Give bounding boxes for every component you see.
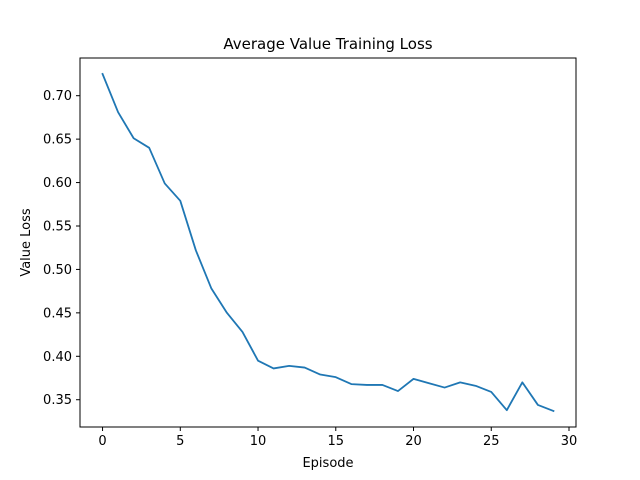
x-tick-label: 20 [405, 434, 422, 449]
y-tick-label: 0.65 [43, 133, 72, 148]
y-tick-label: 0.55 [43, 219, 72, 234]
y-axis-label: Value Loss [19, 208, 34, 277]
y-tick-label: 0.35 [43, 393, 72, 408]
y-tick-label: 0.50 [43, 263, 72, 278]
series-line-0 [101, 72, 555, 413]
x-tick-label: 25 [483, 434, 500, 449]
series-layer [101, 72, 555, 413]
x-tick-label: 0 [98, 434, 106, 449]
x-axis-label: Episode [302, 456, 353, 471]
y-tick-label: 0.70 [43, 89, 72, 104]
plot-frame [79, 57, 577, 428]
y-tick-label: 0.45 [43, 306, 72, 321]
chart-title: Average Value Training Loss [223, 35, 432, 53]
x-tick-label: 5 [176, 434, 184, 449]
x-tick-label: 30 [561, 434, 578, 449]
y-tick-label: 0.40 [43, 350, 72, 365]
ticks-layer: 0 5 10 15 20 25 30 0.35 0.40 0.45 0.50 0.55 0.60 0.65… [43, 89, 577, 449]
x-tick-label: 15 [328, 434, 345, 449]
x-tick-label: 10 [250, 434, 267, 449]
y-tick-label: 0.60 [43, 176, 72, 191]
